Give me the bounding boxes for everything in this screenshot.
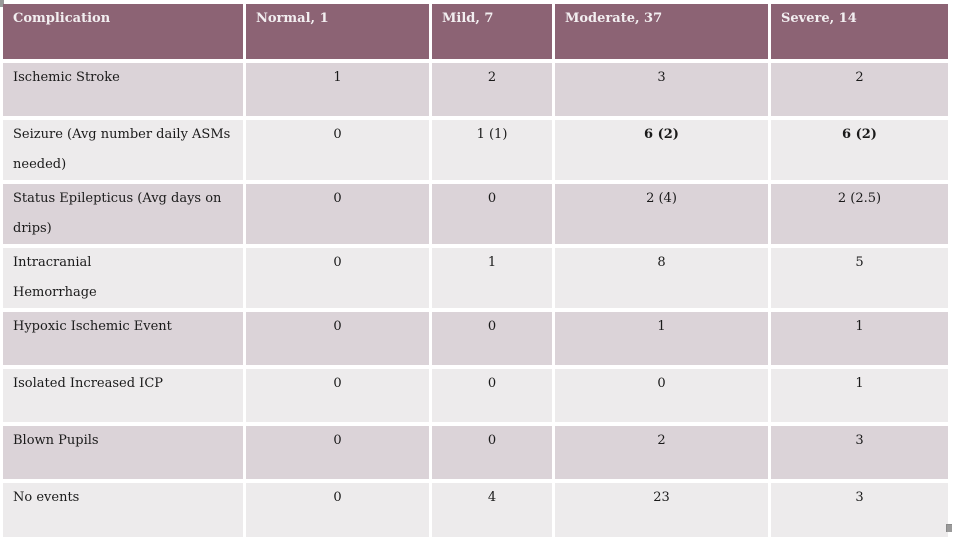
value-cell[interactable]: 4 xyxy=(432,483,552,537)
column-header-complication[interactable]: Complication xyxy=(3,4,243,59)
header-row: Complication Normal, 1 Mild, 7 Moderate,… xyxy=(3,4,948,59)
value-cell[interactable]: 0 xyxy=(555,369,768,422)
column-header-mild[interactable]: Mild, 7 xyxy=(432,4,552,59)
table-row: Ischemic Stroke 1 2 3 2 xyxy=(3,63,948,116)
value-cell[interactable]: 1 xyxy=(555,312,768,365)
value-cell[interactable]: 1 xyxy=(771,369,948,422)
value-cell[interactable]: 2 (4) xyxy=(555,184,768,244)
table-row: Blown Pupils 0 0 2 3 xyxy=(3,426,948,479)
value-cell[interactable]: 6 (2) xyxy=(771,120,948,180)
table-row: Hypoxic Ischemic Event 0 0 1 1 xyxy=(3,312,948,365)
value-cell[interactable]: 3 xyxy=(771,483,948,537)
row-label-cell[interactable]: Hypoxic Ischemic Event xyxy=(3,312,243,365)
value-cell[interactable]: 1 xyxy=(246,63,429,116)
column-header-moderate[interactable]: Moderate, 37 xyxy=(555,4,768,59)
row-label-cell[interactable]: No events xyxy=(3,483,243,537)
table-row: No events 0 4 23 3 xyxy=(3,483,948,537)
row-label-cell[interactable]: Ischemic Stroke xyxy=(3,63,243,116)
value-cell[interactable]: 5 xyxy=(771,248,948,308)
value-cell[interactable]: 0 xyxy=(246,120,429,180)
value-cell[interactable]: 2 xyxy=(771,63,948,116)
value-cell[interactable]: 0 xyxy=(246,312,429,365)
value-cell[interactable]: 0 xyxy=(246,483,429,537)
row-label-cell[interactable]: Isolated Increased ICP xyxy=(3,369,243,422)
value-cell[interactable]: 2 xyxy=(555,426,768,479)
value-cell[interactable]: 0 xyxy=(246,369,429,422)
column-header-severe[interactable]: Severe, 14 xyxy=(771,4,948,59)
value-cell[interactable]: 0 xyxy=(432,426,552,479)
value-cell[interactable]: 8 xyxy=(555,248,768,308)
table-resize-handle[interactable] xyxy=(946,524,952,532)
value-cell[interactable]: 0 xyxy=(432,312,552,365)
value-cell[interactable]: 1 xyxy=(432,248,552,308)
value-cell[interactable]: 3 xyxy=(771,426,948,479)
table-row: Seizure (Avg number daily ASMs needed) 0… xyxy=(3,120,948,180)
value-cell[interactable]: 1 (1) xyxy=(432,120,552,180)
value-cell[interactable]: 2 (2.5) xyxy=(771,184,948,244)
value-cell[interactable]: 0 xyxy=(432,184,552,244)
table-row: Status Epilepticus (Avg days on drips) 0… xyxy=(3,184,948,244)
row-label-cell[interactable]: Status Epilepticus (Avg days on drips) xyxy=(3,184,243,244)
row-label-cell[interactable]: Seizure (Avg number daily ASMs needed) xyxy=(3,120,243,180)
value-cell[interactable]: 3 xyxy=(555,63,768,116)
row-label-cell[interactable]: Blown Pupils xyxy=(3,426,243,479)
table-row: Isolated Increased ICP 0 0 0 1 xyxy=(3,369,948,422)
value-cell[interactable]: 0 xyxy=(432,369,552,422)
row-label-cell[interactable]: Intracranial Hemorrhage xyxy=(3,248,243,308)
table-row: Intracranial Hemorrhage 0 1 8 5 xyxy=(3,248,948,308)
value-cell[interactable]: 0 xyxy=(246,184,429,244)
value-cell[interactable]: 6 (2) xyxy=(555,120,768,180)
value-cell[interactable]: 0 xyxy=(246,426,429,479)
value-cell[interactable]: 1 xyxy=(771,312,948,365)
table-move-handle[interactable] xyxy=(0,0,4,7)
value-cell[interactable]: 0 xyxy=(246,248,429,308)
column-header-normal[interactable]: Normal, 1 xyxy=(246,4,429,59)
value-cell[interactable]: 2 xyxy=(432,63,552,116)
value-cell[interactable]: 23 xyxy=(555,483,768,537)
